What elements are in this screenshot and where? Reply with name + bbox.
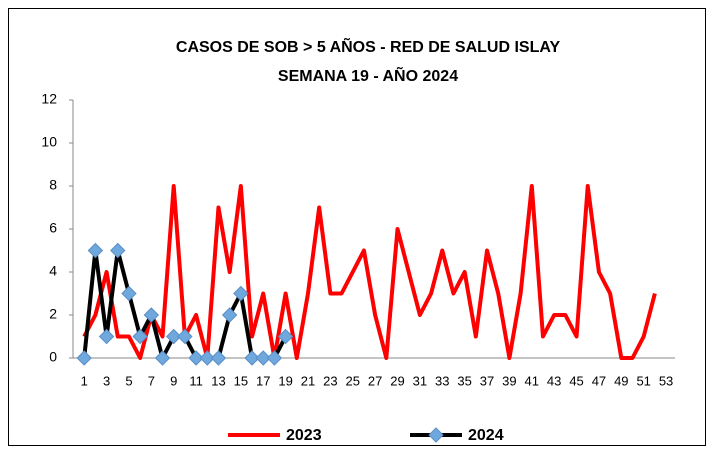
marker: [210, 350, 227, 366]
x-tick-label: 5: [125, 373, 132, 388]
x-tick-label: 19: [278, 373, 292, 388]
marker: [188, 350, 204, 366]
y-tick-label: 0: [49, 349, 57, 365]
x-tick-label: 51: [636, 373, 650, 388]
y-tick-label: 2: [49, 306, 57, 322]
legend-label: 2023: [286, 427, 322, 444]
marker: [121, 285, 137, 302]
marker: [154, 350, 171, 366]
y-tick-label: 6: [49, 220, 57, 236]
x-tick-label: 7: [148, 373, 155, 388]
y-tick-label: 10: [41, 134, 57, 150]
x-tick-label: 47: [592, 373, 606, 388]
y-tick-label: 12: [41, 91, 57, 107]
marker: [277, 328, 294, 345]
legend-label: 2024: [468, 427, 504, 444]
x-tick-label: 15: [234, 373, 248, 388]
marker: [266, 350, 283, 366]
x-tick-label: 17: [256, 373, 270, 388]
x-tick-label: 9: [170, 373, 177, 388]
chart-border: [8, 8, 706, 446]
marker: [199, 350, 215, 366]
chart-subtitle: SEMANA 19 - AÑO 2024: [278, 65, 458, 85]
x-tick-label: 21: [301, 373, 315, 388]
x-tick-label: 31: [413, 373, 427, 388]
marker: [255, 350, 271, 366]
marker: [98, 328, 115, 345]
x-tick-label: 49: [614, 373, 628, 388]
x-tick-label: 53: [659, 373, 673, 388]
x-tick-label: 1: [81, 373, 88, 388]
x-tick-label: 37: [480, 373, 494, 388]
x-tick-label: 3: [103, 373, 110, 388]
marker: [132, 328, 148, 345]
series-line: [82, 184, 657, 360]
x-tick-label: 11: [189, 373, 203, 388]
x-tick-label: 27: [368, 373, 382, 388]
y-tick-label: 8: [49, 177, 57, 193]
x-tick-label: 35: [457, 373, 471, 388]
x-tick-label: 41: [525, 373, 539, 388]
y-tick-label: 4: [49, 263, 57, 279]
marker: [233, 285, 249, 302]
x-tick-label: 25: [346, 373, 360, 388]
chart-title: CASOS DE SOB > 5 AÑOS - RED DE SALUD ISL…: [176, 36, 561, 56]
marker: [166, 328, 182, 345]
legend-marker: [428, 427, 444, 443]
marker: [221, 307, 238, 323]
x-tick-label: 33: [435, 373, 449, 388]
marker: [244, 350, 260, 366]
marker: [177, 328, 193, 345]
x-tick-label: 39: [502, 373, 516, 388]
marker: [143, 307, 160, 323]
x-tick-label: 43: [547, 373, 561, 388]
x-tick-label: 29: [390, 373, 404, 388]
x-tick-label: 23: [323, 373, 337, 388]
marker: [110, 242, 126, 259]
marker: [87, 242, 104, 259]
x-tick-label: 45: [569, 373, 583, 388]
marker: [76, 350, 92, 366]
x-tick-label: 13: [211, 373, 225, 388]
